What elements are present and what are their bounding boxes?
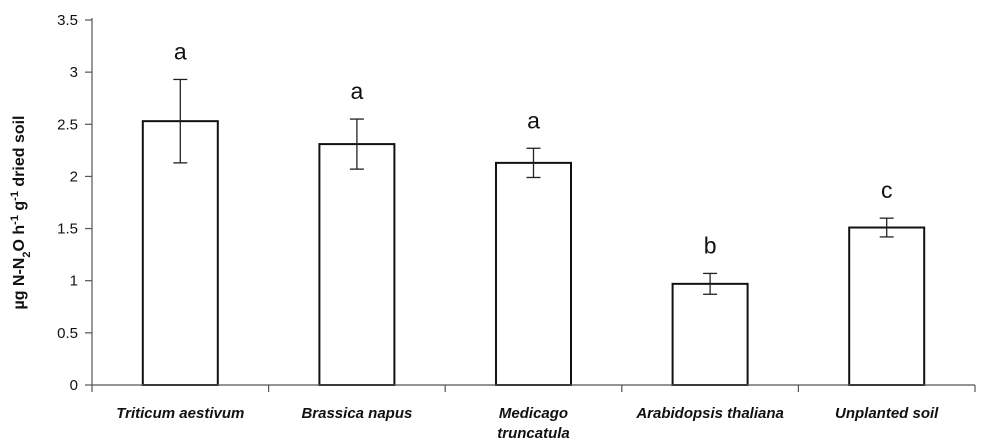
y-tick-label: 1.5 <box>57 221 78 238</box>
y-axis-title: µg N-N2O h-1 g-1 dried soil <box>9 115 33 309</box>
significance-letter: a <box>351 78 364 104</box>
error-bar <box>703 272 718 295</box>
bar <box>495 161 572 386</box>
bar <box>318 143 396 386</box>
bar <box>671 282 749 387</box>
y-tick-label: 2 <box>70 168 78 185</box>
y-axis-ticks: 0 0.5 1 1.5 2 2.5 3 3.5 <box>57 12 92 394</box>
x-axis-categories: Triticum aestivum Brassica napus Medicago t… <box>116 405 939 442</box>
error-bar <box>173 78 188 164</box>
error-bar <box>526 147 541 179</box>
category-label: Arabidopsis thaliana <box>635 405 784 422</box>
category-label: Brassica napus <box>301 405 412 422</box>
category-label: Medicago truncatula <box>497 405 570 442</box>
significance-letter: b <box>704 232 717 258</box>
error-bar <box>879 217 894 238</box>
y-tick-label: 0.5 <box>57 325 78 342</box>
significance-letters: a a a b c <box>174 38 893 258</box>
significance-letter: a <box>174 38 187 64</box>
y-tick-label: 0 <box>70 377 78 394</box>
significance-letter: a <box>527 107 540 133</box>
error-bar <box>349 118 364 170</box>
bar <box>141 120 219 387</box>
bar <box>848 226 926 386</box>
axes <box>91 18 976 392</box>
y-axis-title-text: µg N-N2O h-1 g-1 dried soil <box>9 115 33 309</box>
category-label: Triticum aestivum <box>116 405 244 422</box>
bars <box>141 120 926 387</box>
error-bars <box>173 78 894 295</box>
y-tick-label: 1 <box>70 273 78 290</box>
y-tick-label: 3.5 <box>57 12 78 29</box>
category-label: Unplanted soil <box>835 405 939 422</box>
y-tick-label: 3 <box>70 64 78 81</box>
y-tick-label: 2.5 <box>57 116 78 133</box>
significance-letter: c <box>881 177 893 203</box>
